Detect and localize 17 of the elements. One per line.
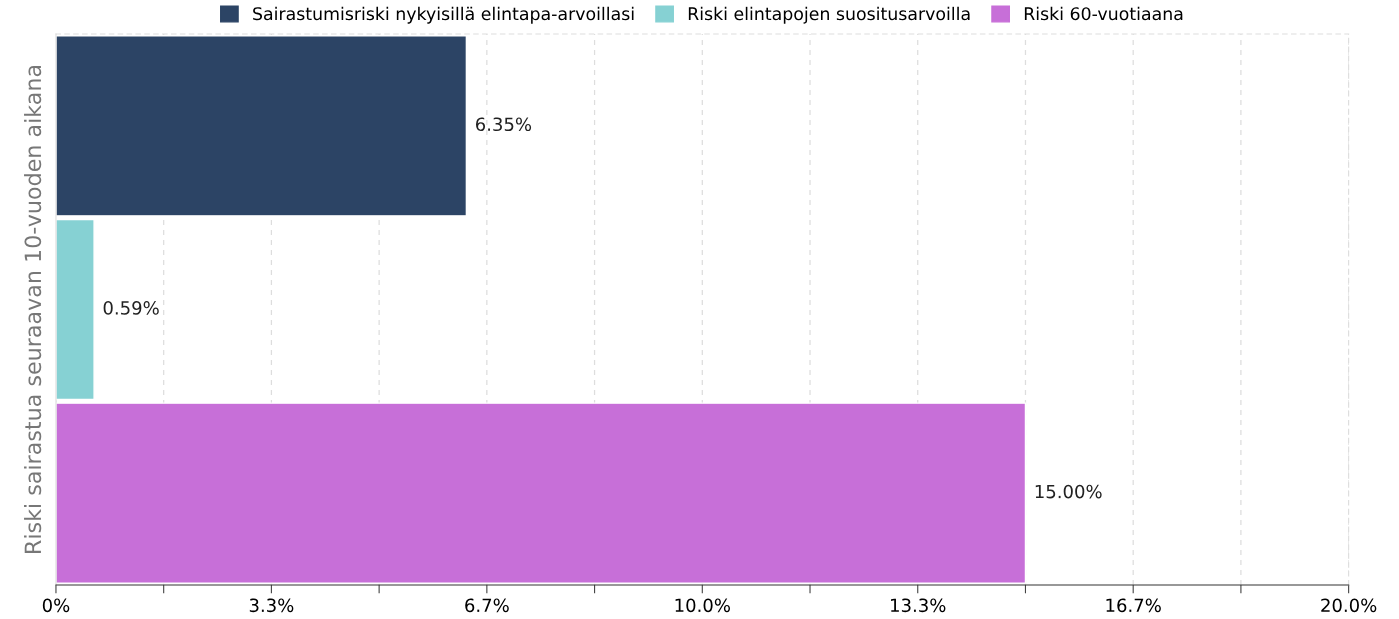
x-tick-label: 20.0%: [1321, 598, 1377, 613]
data-label: 15.00%: [1035, 484, 1102, 499]
x-tick-label: 16.7%: [1106, 598, 1161, 613]
bar: [55, 218, 95, 401]
data-label: 6.35%: [475, 117, 532, 132]
legend-label: Sairastumisriski nykyisillä elintapa-arvoillasi: [253, 6, 634, 24]
x-tick-label: 0%: [42, 598, 70, 613]
legend-label: Riski 60-vuotiaana: [1024, 6, 1183, 21]
bar: [55, 402, 1027, 584]
x-tick-label: 13.3%: [891, 598, 946, 613]
x-tick-label: 3.3%: [249, 598, 294, 613]
data-label: 0.59%: [103, 301, 159, 315]
x-tick-label: 6.7%: [465, 598, 509, 613]
y-axis-title: Riski sairastua seuraavan 10-vuoden aikana: [24, 65, 42, 553]
x-tick-label: 10.0%: [675, 598, 730, 613]
legend-label: Riski elintapojen suositusarvoilla: [688, 6, 970, 24]
bar: [55, 35, 468, 217]
